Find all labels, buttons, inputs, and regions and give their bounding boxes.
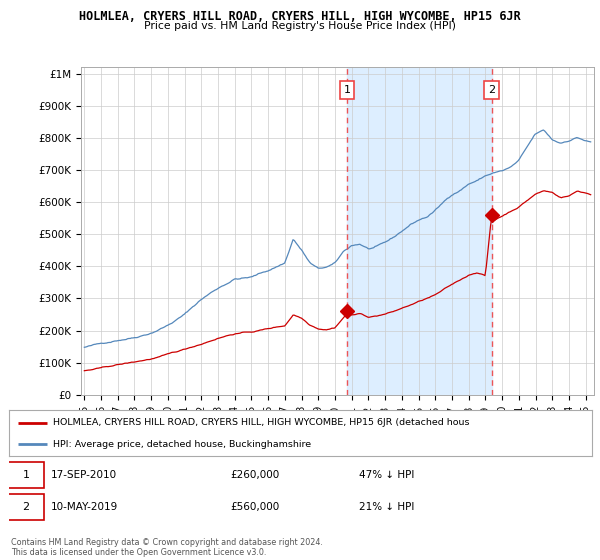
Text: HPI: Average price, detached house, Buckinghamshire: HPI: Average price, detached house, Buck… (53, 440, 311, 449)
Text: 21% ↓ HPI: 21% ↓ HPI (359, 502, 414, 512)
Text: £260,000: £260,000 (230, 470, 280, 480)
Text: 47% ↓ HPI: 47% ↓ HPI (359, 470, 414, 480)
Text: Contains HM Land Registry data © Crown copyright and database right 2024.
This d: Contains HM Land Registry data © Crown c… (11, 538, 323, 557)
Text: 10-MAY-2019: 10-MAY-2019 (51, 502, 118, 512)
Text: HOLMLEA, CRYERS HILL ROAD, CRYERS HILL, HIGH WYCOMBE, HP15 6JR: HOLMLEA, CRYERS HILL ROAD, CRYERS HILL, … (79, 10, 521, 23)
FancyBboxPatch shape (8, 494, 44, 520)
FancyBboxPatch shape (8, 462, 44, 488)
Text: 2: 2 (488, 85, 495, 95)
Text: 17-SEP-2010: 17-SEP-2010 (51, 470, 117, 480)
Bar (347, 67, 491, 395)
Text: HOLMLEA, CRYERS HILL ROAD, CRYERS HILL, HIGH WYCOMBE, HP15 6JR (detached hous: HOLMLEA, CRYERS HILL ROAD, CRYERS HILL, … (53, 418, 469, 427)
Text: Price paid vs. HM Land Registry's House Price Index (HPI): Price paid vs. HM Land Registry's House … (144, 21, 456, 31)
Text: 2: 2 (22, 502, 29, 512)
Text: 1: 1 (22, 470, 29, 480)
Text: 1: 1 (344, 85, 350, 95)
Text: £560,000: £560,000 (230, 502, 280, 512)
